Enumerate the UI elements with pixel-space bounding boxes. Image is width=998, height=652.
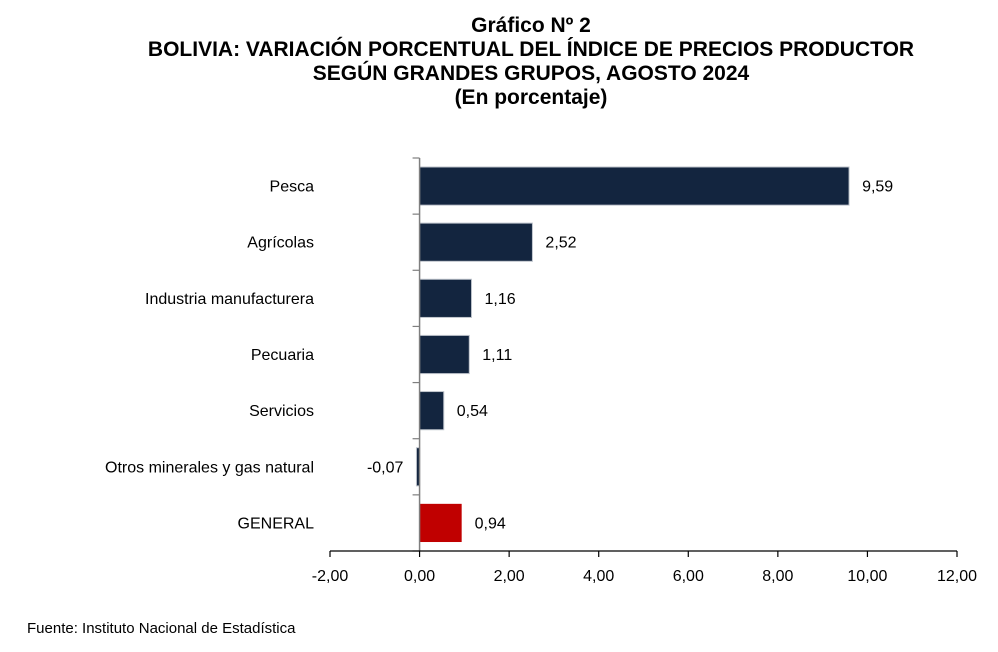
category-label: Servicios <box>249 403 314 420</box>
data-label: 1,16 <box>485 291 516 308</box>
chart-number: Gráfico Nº 2 <box>471 14 591 37</box>
bar-pecuaria <box>419 334 470 375</box>
source-note: Fuente: Instituto Nacional de Estadístic… <box>27 620 296 637</box>
chart-title-line-2: SEGÚN GRANDES GRUPOS, AGOSTO 2024 <box>312 62 750 85</box>
x-tick-label: -2,00 <box>312 568 349 585</box>
bar-servicios <box>419 391 445 431</box>
bar-agrícolas <box>419 222 533 262</box>
category-label: Pecuaria <box>251 347 314 364</box>
bar-general <box>419 503 462 543</box>
bar-industria-manufacturera <box>419 278 473 318</box>
x-tick-label: 6,00 <box>673 568 704 585</box>
bar-pesca <box>419 166 850 206</box>
x-tick-label: 0,00 <box>404 568 435 585</box>
data-label: 0,94 <box>475 515 506 532</box>
x-tick-label: 8,00 <box>762 568 793 585</box>
chart-title-line-1: BOLIVIA: VARIACIÓN PORCENTUAL DEL ÍNDICE… <box>147 38 915 61</box>
labels-group: Pesca 9,59 Agrícolas 2,52 Industria manufact… <box>105 179 977 585</box>
category-label: GENERAL <box>238 515 315 532</box>
x-tick-label: 10,00 <box>847 568 887 585</box>
x-tick-label: 12,00 <box>937 568 977 585</box>
chart-subtitle: (En porcentaje) <box>454 86 608 109</box>
data-label: 2,52 <box>545 235 576 252</box>
x-tick-label: 4,00 <box>583 568 614 585</box>
chart-titles: Gráfico Nº 2 BOLIVIA: VARIACIÓN PORCENTU… <box>0 14 998 110</box>
category-label: Otros minerales y gas natural <box>105 459 314 476</box>
x-tick-label: 2,00 <box>494 568 525 585</box>
data-label: 9,59 <box>862 179 893 196</box>
data-label: -0,07 <box>367 459 404 476</box>
data-label: 1,11 <box>482 347 512 364</box>
axes-group <box>329 157 958 557</box>
category-label: Pesca <box>270 179 315 196</box>
data-label: 0,54 <box>457 403 488 420</box>
category-label: Agrícolas <box>247 235 314 252</box>
category-label: Industria manufacturera <box>145 291 314 308</box>
